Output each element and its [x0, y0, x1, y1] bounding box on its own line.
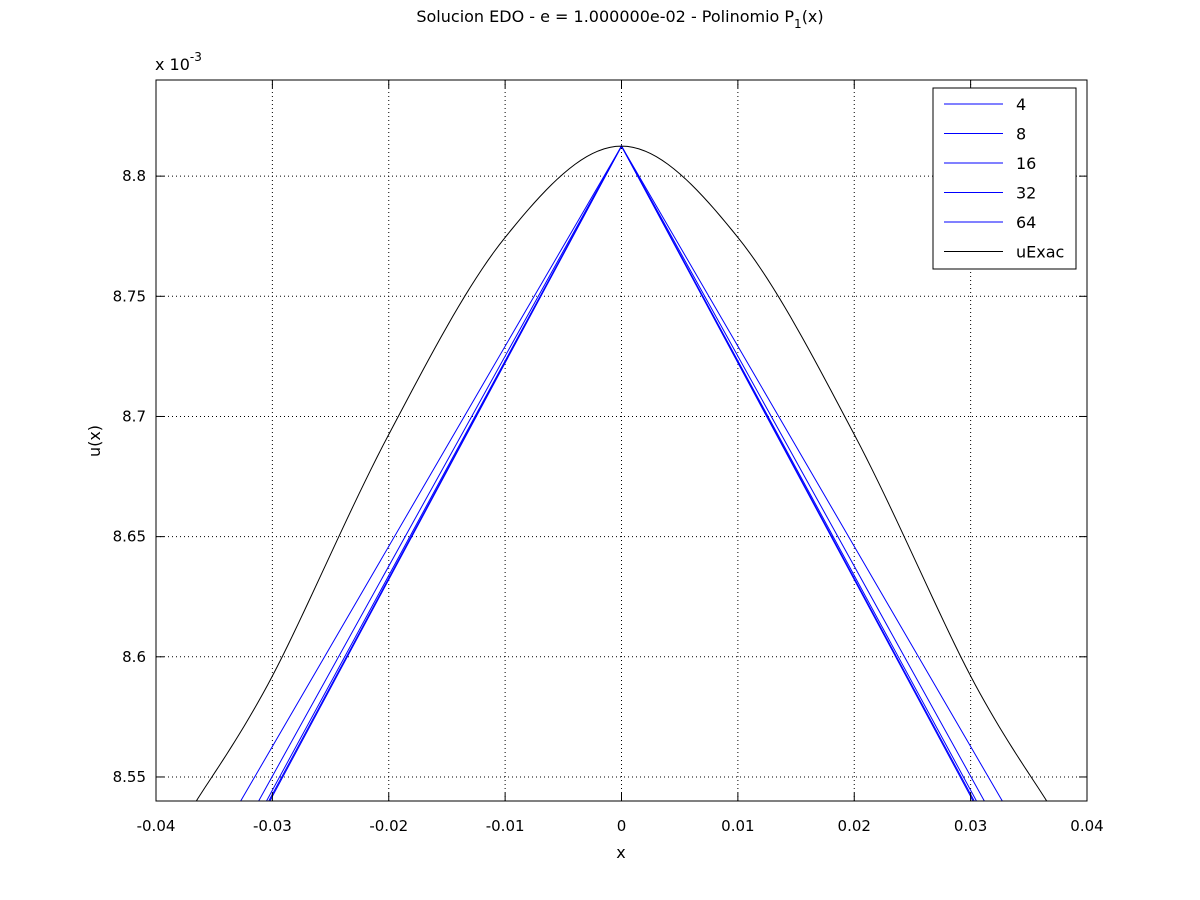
ticks-layer: -0.04 -0.03 -0.02 -0.01 0 0.01 0.02 0.03 0.04 8.5…: [113, 80, 1104, 835]
legend: 4 8 16 32 64 uExac: [932, 87, 1077, 270]
x-tick-label: 0.02: [838, 817, 871, 835]
series-line-8: [258, 145, 985, 801]
chart-title-suffix: (x): [802, 7, 824, 26]
legend-label-32: 32: [1016, 184, 1036, 203]
series-line-16: [265, 145, 978, 801]
x-tick-label: 0.04: [1070, 817, 1103, 835]
y-tick-label: 8.6: [122, 648, 146, 666]
legend-label-64: 64: [1016, 213, 1036, 232]
x-tick-label: 0.03: [954, 817, 987, 835]
chart-title-subscript: 1: [794, 17, 802, 31]
series-line-4: [240, 145, 1003, 801]
legend-label-16: 16: [1016, 154, 1036, 173]
y-exponent-label: x 10-3: [155, 50, 202, 74]
y-tick-label: 8.65: [113, 528, 146, 546]
y-tick-label: 8.8: [122, 167, 146, 185]
y-exponent-power: -3: [190, 50, 202, 64]
x-tick-label: -0.03: [253, 817, 292, 835]
x-tick-label: 0.01: [721, 817, 754, 835]
legend-label-uExac: uExac: [1016, 243, 1064, 262]
series-line-64: [269, 145, 974, 801]
y-tick-label: 8.75: [113, 287, 146, 305]
legend-entries: 4 8 16 32 64 uExac: [944, 95, 1064, 262]
chart-title: Solucion EDO - e = 1.000000e-02 - Polino…: [416, 7, 823, 31]
x-axis-label: x: [616, 843, 625, 862]
legend-box: [932, 87, 1077, 270]
x-tick-label: 0: [617, 817, 627, 835]
x-tick-label: -0.01: [486, 817, 525, 835]
series-line-uExac: [195, 145, 1048, 801]
y-tick-label: 8.7: [122, 407, 146, 425]
x-tick-label: -0.02: [369, 817, 408, 835]
series-layer: [195, 145, 1048, 801]
y-axis-label: u(x): [85, 425, 104, 457]
legend-label-8: 8: [1016, 125, 1026, 144]
y-tick-label: 8.55: [113, 768, 146, 786]
series-line-32: [268, 145, 975, 801]
legend-label-4: 4: [1016, 95, 1026, 114]
x-tick-label: -0.04: [137, 817, 176, 835]
